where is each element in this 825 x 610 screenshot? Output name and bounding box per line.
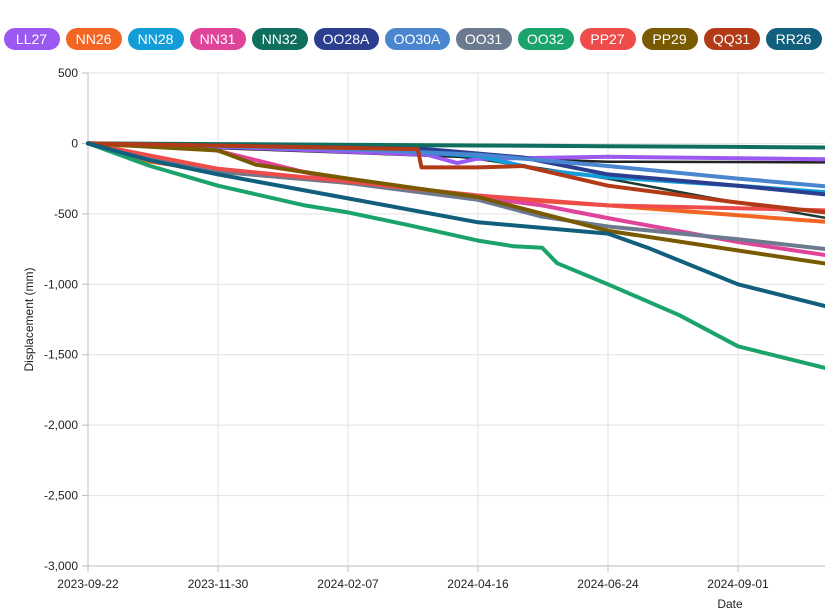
- series-line-pp29: [86, 141, 825, 266]
- legend-item-nn28[interactable]: NN28: [127, 28, 184, 50]
- legend-item-oo30a[interactable]: OO30A: [384, 28, 450, 50]
- legend-item-pp27[interactable]: PP27: [579, 28, 636, 50]
- y-tick-label: -1,000: [44, 277, 78, 291]
- y-axis-title: Displacement (mm): [22, 267, 36, 371]
- legend: LL27 NN26 NN28 NN31 NN32 OO28A OO30A OO31 OO32 PP…: [0, 28, 825, 52]
- y-tick-label: -3,000: [44, 559, 78, 573]
- series-line-oo31: [86, 141, 825, 251]
- y-tick-label: -2,000: [44, 418, 78, 432]
- x-tick-label: 2023-11-30: [188, 577, 249, 591]
- y-tick-label: -2,500: [44, 489, 78, 503]
- y-tick-label: 500: [58, 66, 78, 80]
- y-tick-label: -1,500: [44, 348, 78, 362]
- series-line-qq31: [86, 141, 825, 215]
- legend-item-nn26[interactable]: NN26: [65, 28, 122, 50]
- series-line-oo32: [86, 141, 825, 370]
- x-axis-title: Date: [717, 597, 743, 610]
- legend-item-ll27[interactable]: LL27: [3, 28, 60, 50]
- legend-item-nn31[interactable]: NN31: [189, 28, 246, 50]
- y-tick-label: -500: [54, 207, 78, 221]
- legend-item-oo28a[interactable]: OO28A: [313, 28, 379, 50]
- legend-item-qq31[interactable]: QQ31: [703, 28, 760, 50]
- x-tick-label: 2024-09-01: [707, 577, 769, 591]
- legend-item-nn32[interactable]: NN32: [251, 28, 308, 50]
- legend-item-oo31[interactable]: OO31: [455, 28, 512, 50]
- legend-item-rr26[interactable]: RR26: [765, 28, 822, 50]
- y-tick-label: 0: [71, 136, 78, 150]
- legend-item-oo32[interactable]: OO32: [517, 28, 574, 50]
- x-tick-label: 2024-02-07: [317, 577, 379, 591]
- x-tick-label: 2023-09-22: [57, 577, 119, 591]
- legend-item-pp29[interactable]: PP29: [641, 28, 698, 50]
- series-line-rr26: [86, 141, 825, 309]
- x-tick-label: 2024-06-24: [577, 577, 639, 591]
- x-tick-label: 2024-04-16: [447, 577, 509, 591]
